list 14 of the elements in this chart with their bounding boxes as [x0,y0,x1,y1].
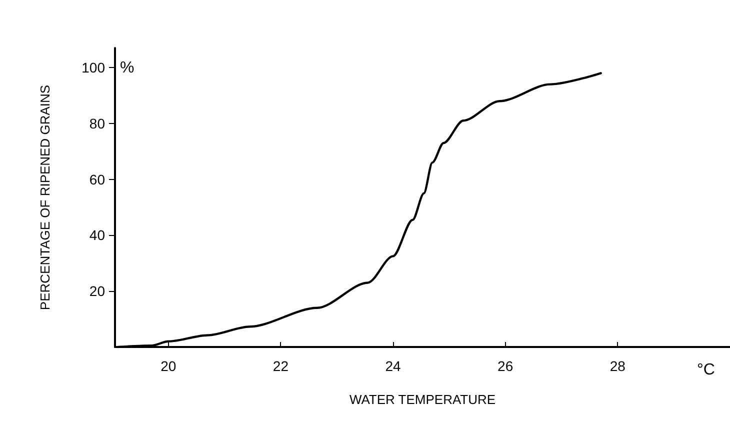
y-tick-label: 80 [89,115,106,132]
x-tick-label: 28 [610,358,626,374]
annotation: % [120,60,134,76]
x-tick-label: 22 [272,358,289,374]
x-tick-label: 20 [160,358,176,374]
text: °C [697,362,715,378]
x-axis-title: WATER TEMPERATURE [349,392,496,407]
y-axis-title: PERCENTAGE OF RIPENED GRAINS [38,84,52,310]
x-tick-label: 26 [498,358,514,374]
y-tick-label: 60 [89,171,106,188]
y-tick-label: 40 [89,227,106,244]
y-tick-label: 100 [82,60,106,76]
x-tick-label: 24 [385,358,402,374]
y-tick-label: 20 [89,283,106,300]
